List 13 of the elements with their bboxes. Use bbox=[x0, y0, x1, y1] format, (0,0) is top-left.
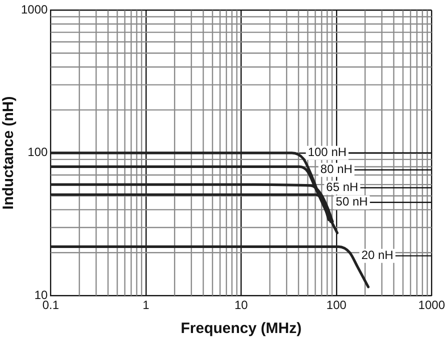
annotation: 50 nH bbox=[336, 194, 368, 209]
y-tick-label: 1000 bbox=[20, 2, 48, 17]
annotation: 80 nH bbox=[320, 162, 352, 176]
annotation: 100 nH bbox=[308, 145, 347, 160]
y-axis-title: Inductance (nH) bbox=[0, 96, 18, 210]
y-tick-label: 100 bbox=[28, 145, 48, 160]
annotation: 65 nH bbox=[326, 180, 358, 194]
annotation: 20 nH bbox=[361, 248, 394, 262]
x-tick-label: 100 bbox=[326, 298, 347, 312]
x-axis-title: Frequency (MHz) bbox=[180, 320, 302, 338]
x-tick-label: 1000 bbox=[418, 298, 446, 312]
x-tick-label: 1 bbox=[142, 298, 150, 312]
x-tick-label: 10 bbox=[234, 298, 248, 312]
